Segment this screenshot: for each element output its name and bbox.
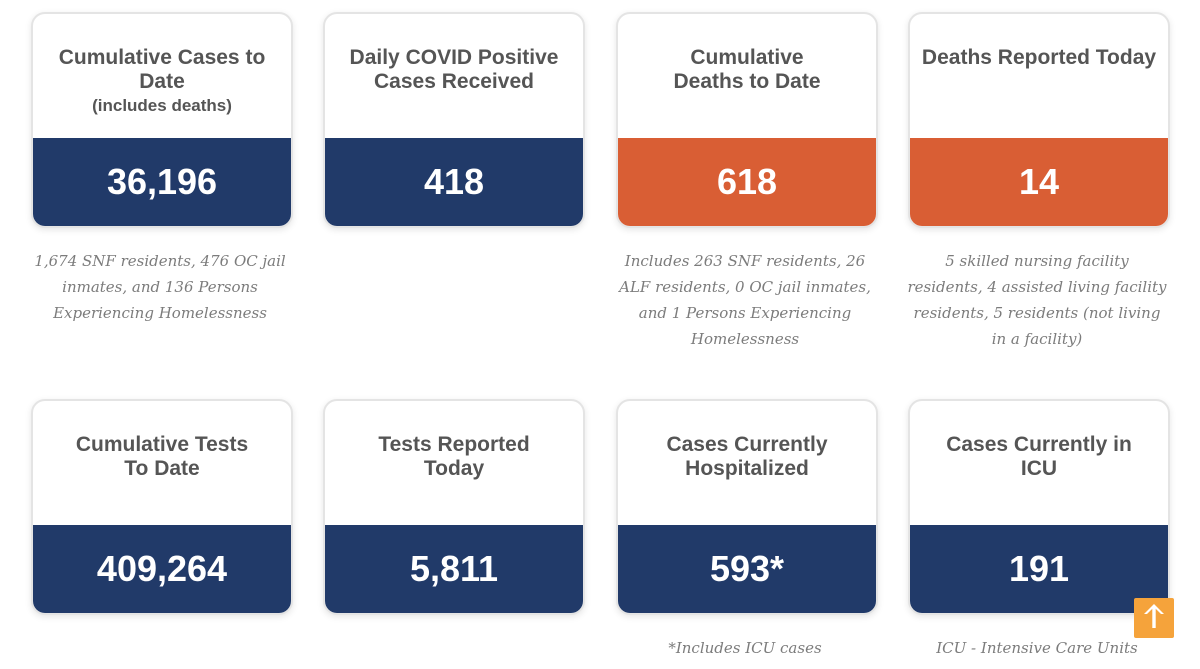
card-value: 418 bbox=[325, 138, 583, 226]
card-note: 1,674 SNF residents, 476 OC jail inmates… bbox=[34, 252, 286, 322]
stat-card-cumulative-cases: Cumulative Cases to Date (includes death… bbox=[31, 12, 293, 228]
stat-card-daily-positive-cases: Daily COVID Positive Cases Received 418 bbox=[323, 12, 585, 228]
stat-card-cumulative-deaths: Cumulative Deaths to Date 618 bbox=[616, 12, 878, 228]
stat-card-hospitalized: Cases Currently Hospitalized 593* bbox=[616, 399, 878, 615]
card-note: 5 skilled nursing facility residents, 4 … bbox=[907, 252, 1167, 348]
card-title: Daily COVID Positive Cases Received bbox=[349, 46, 559, 93]
card-value: 36,196 bbox=[33, 138, 291, 226]
stat-card-deaths-today: Deaths Reported Today 14 bbox=[908, 12, 1170, 228]
card-title: Cases Currently Hospitalized bbox=[666, 433, 828, 480]
card-value: 409,264 bbox=[33, 525, 291, 613]
card-note: ICU - Intensive Care Units bbox=[936, 639, 1138, 657]
card-value: 5,811 bbox=[325, 525, 583, 613]
stat-card-icu: Cases Currently in ICU 191 bbox=[908, 399, 1170, 615]
card-value: 593* bbox=[618, 525, 876, 613]
card-subtitle: (includes deaths) bbox=[92, 96, 232, 115]
card-title-text: Cumulative Cases to Date bbox=[58, 46, 266, 93]
stat-card-cumulative-tests: Cumulative Tests To Date 409,264 bbox=[31, 399, 293, 615]
card-value: 191 bbox=[910, 525, 1168, 613]
card-title: Cumulative Deaths to Date bbox=[673, 46, 821, 93]
card-title: Cumulative Tests To Date bbox=[75, 433, 249, 480]
card-title: Cases Currently in ICU bbox=[946, 433, 1132, 480]
arrow-up-icon bbox=[1139, 601, 1169, 636]
card-note: Includes 263 SNF residents, 26 ALF resid… bbox=[619, 252, 871, 348]
card-title: Cumulative Cases to Date (includes death… bbox=[33, 46, 291, 118]
card-value: 618 bbox=[618, 138, 876, 226]
card-title: Tests Reported Today bbox=[378, 433, 530, 480]
stat-card-tests-today: Tests Reported Today 5,811 bbox=[323, 399, 585, 615]
card-value: 14 bbox=[910, 138, 1168, 226]
scroll-to-top-button[interactable] bbox=[1134, 598, 1174, 638]
card-note: *Includes ICU cases bbox=[668, 639, 822, 657]
card-title: Deaths Reported Today bbox=[921, 46, 1157, 69]
